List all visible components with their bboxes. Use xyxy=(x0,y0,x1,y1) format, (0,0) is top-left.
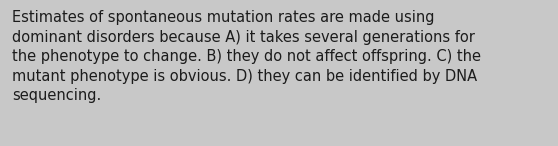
Text: Estimates of spontaneous mutation rates are made using
dominant disorders becaus: Estimates of spontaneous mutation rates … xyxy=(12,10,482,104)
